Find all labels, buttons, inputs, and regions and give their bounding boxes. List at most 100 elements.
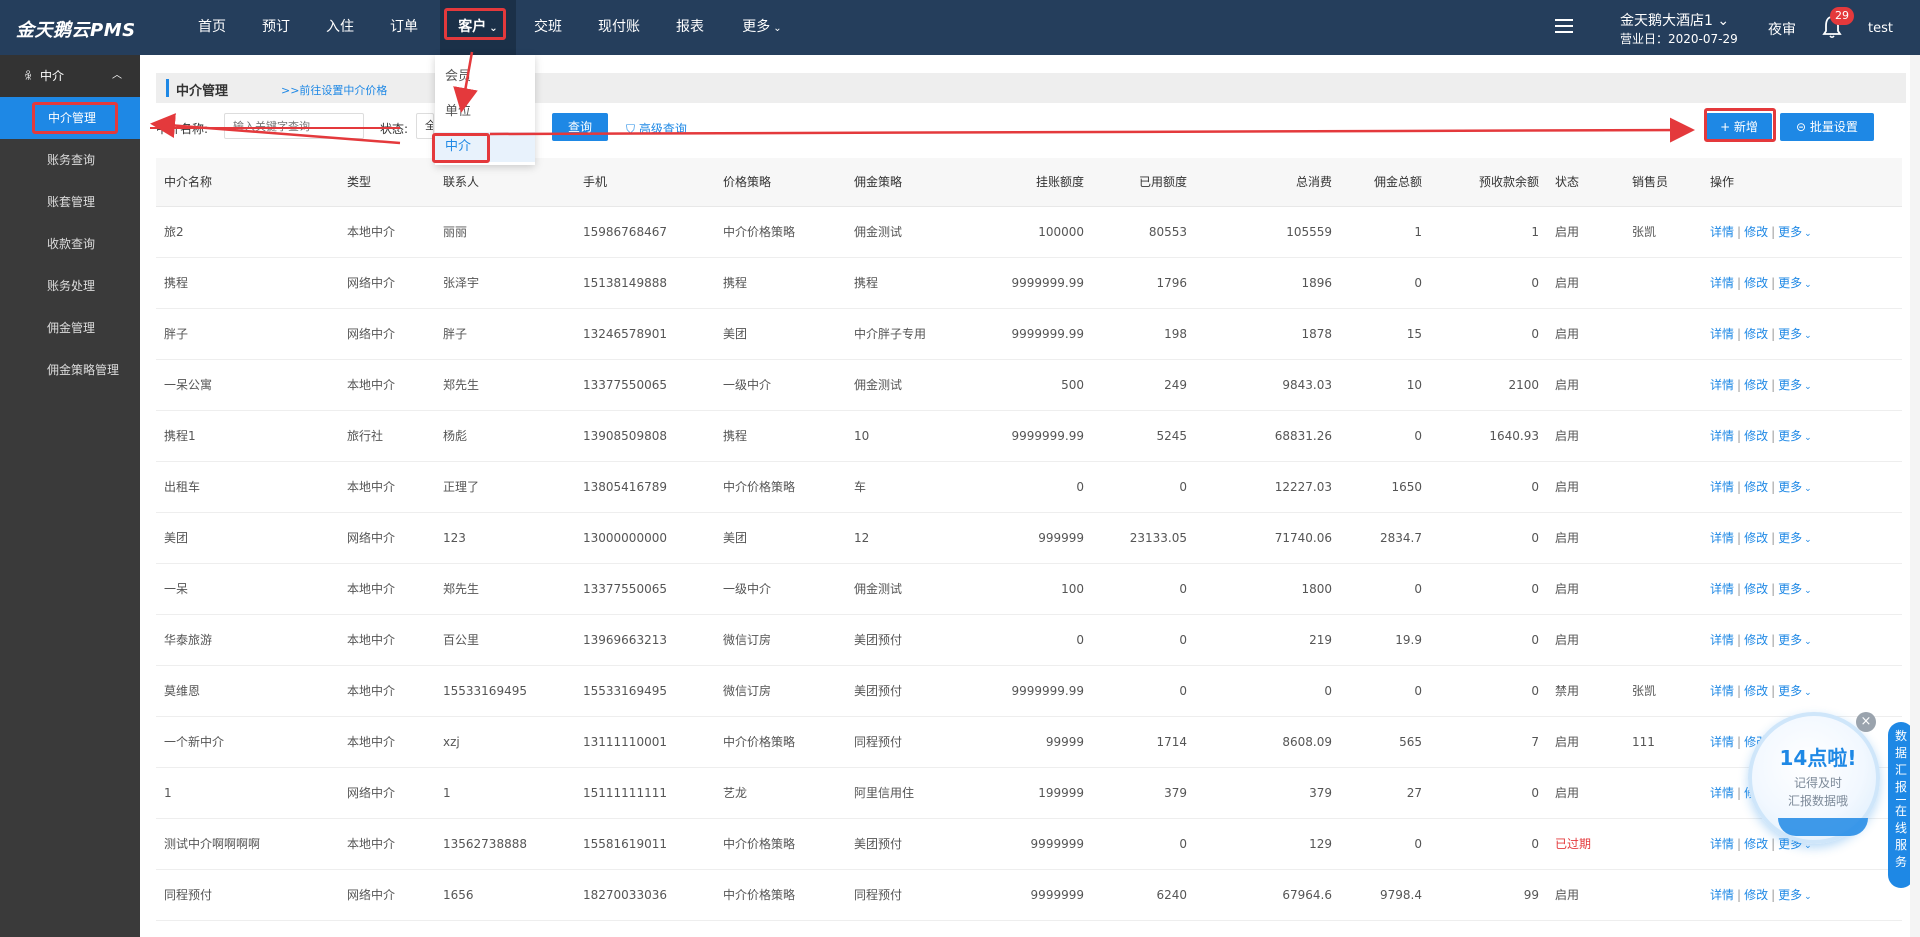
close-icon[interactable]: ×	[1856, 712, 1876, 732]
table-row[interactable]: 旅2 本地中介 丽丽 15986768467 中介价格策略 佣金测试 100000 80553…	[156, 206, 1902, 258]
table-row[interactable]: 一呆公寓 本地中介 郑先生 13377550065 一级中介 佣金测试 500 249 9843…	[156, 359, 1902, 411]
nav-home[interactable]: 首页	[198, 19, 226, 35]
cell-sales	[1624, 614, 1702, 666]
nav-cash-account[interactable]: 现付账	[598, 19, 640, 35]
nav-reservation[interactable]: 预订	[262, 19, 290, 35]
column-header[interactable]: 中介名称	[156, 158, 339, 207]
nav-orders[interactable]: 订单	[390, 19, 418, 35]
detail-link[interactable]: 详情	[1710, 531, 1735, 545]
column-header[interactable]: 预收款余额	[1430, 158, 1547, 207]
app-logo[interactable]: 金天鹅云PMS	[16, 20, 136, 41]
edit-link[interactable]: 修改	[1744, 633, 1769, 647]
column-header[interactable]: 联系人	[435, 158, 575, 207]
table-row[interactable]: 同程预付 网络中介 1656 18270033036 中介价格策略 同程预付 9999999…	[156, 869, 1902, 921]
table-row[interactable]: 莫维恩 本地中介 15533169495 15533169495 微信订房 美团预付 999…	[156, 665, 1902, 717]
edit-link[interactable]: 修改	[1744, 888, 1769, 902]
more-link[interactable]: 更多	[1778, 633, 1803, 647]
table-row[interactable]: 出租车 本地中介 正理了 13805416789 中介价格策略车 0 0 12227.03 16…	[156, 461, 1902, 513]
table-row[interactable]: 胖子 网络中介 胖子 13246578901 美团 中介胖子专用 9999999.99 198…	[156, 308, 1902, 360]
detail-link[interactable]: 详情	[1710, 582, 1735, 596]
sidebar-group-agency[interactable]: ꆜ 中介 ︿	[0, 55, 140, 97]
detail-link[interactable]: 详情	[1710, 225, 1735, 239]
more-link[interactable]: 更多	[1778, 429, 1803, 443]
detail-link[interactable]: 详情	[1710, 633, 1735, 647]
sidebar-item-payment-query[interactable]: 收款查询	[47, 237, 96, 251]
nav-shift[interactable]: 交班	[534, 19, 562, 35]
more-link[interactable]: 更多	[1778, 378, 1803, 392]
nav-customers[interactable]: 客户 ⌄	[440, 0, 516, 55]
hotel-selector[interactable]: 金天鹅大酒店1 ⌄	[1620, 13, 1730, 29]
detail-link[interactable]: 详情	[1710, 378, 1735, 392]
detail-link[interactable]: 详情	[1710, 276, 1735, 290]
table-row[interactable]: 携程 网络中介 张泽宇 15138149888 携程 携程 9999999.99 1796 18…	[156, 257, 1902, 309]
agency-name-input[interactable]	[224, 113, 364, 139]
data-report-service-tab[interactable]: 数据汇报 在线服务	[1888, 722, 1914, 888]
advanced-search-link[interactable]: ⛉ 高级查询	[626, 122, 687, 136]
more-link[interactable]: 更多	[1778, 531, 1803, 545]
night-audit-button[interactable]: 夜审	[1768, 22, 1796, 38]
column-header[interactable]: 销售员	[1624, 158, 1702, 207]
detail-link[interactable]: 详情	[1710, 480, 1735, 494]
menu-icon[interactable]	[1555, 19, 1573, 35]
nav-more[interactable]: 更多 ⌄	[742, 19, 782, 35]
column-header[interactable]: 挂账额度	[956, 158, 1092, 207]
edit-link[interactable]: 修改	[1744, 378, 1769, 392]
more-link[interactable]: 更多	[1778, 480, 1803, 494]
user-menu[interactable]: test	[1868, 21, 1893, 36]
set-agency-price-link[interactable]: >>前往设置中介价格	[281, 84, 388, 97]
edit-link[interactable]: 修改	[1744, 225, 1769, 239]
edit-link[interactable]: 修改	[1744, 582, 1769, 596]
more-link[interactable]: 更多	[1778, 684, 1803, 698]
edit-link[interactable]: 修改	[1744, 531, 1769, 545]
sidebar-item-account-query[interactable]: 账务查询	[47, 153, 96, 167]
detail-link[interactable]: 详情	[1710, 327, 1735, 341]
more-link[interactable]: 更多	[1778, 888, 1803, 902]
dropdown-item-member[interactable]: 会员	[445, 69, 472, 84]
detail-link[interactable]: 详情	[1710, 786, 1735, 800]
table-row[interactable]: 携程1 旅行社 杨彪 13908509808 携程 10 9999999.99 5245 688…	[156, 410, 1902, 462]
sidebar-item-agency-management[interactable]: 中介管理	[0, 97, 140, 139]
detail-link[interactable]: 详情	[1710, 429, 1735, 443]
sidebar-item-commission-management[interactable]: 佣金管理	[47, 321, 96, 335]
sidebar-item-account-processing[interactable]: 账务处理	[47, 279, 96, 293]
table-row[interactable]: 一个新中介 本地中介 xzj 13111110001 中介价格策略 同程预付 99999 17…	[156, 716, 1902, 768]
status-select[interactable]: 全	[416, 113, 434, 139]
column-header[interactable]: 类型	[339, 158, 435, 207]
column-header[interactable]: 佣金策略	[846, 158, 956, 207]
column-header[interactable]: 手机	[575, 158, 715, 207]
column-header[interactable]: 总消费	[1195, 158, 1340, 207]
column-header[interactable]: 已用额度	[1092, 158, 1195, 207]
detail-link[interactable]: 详情	[1710, 735, 1735, 749]
column-header[interactable]: 价格策略	[715, 158, 846, 207]
edit-link[interactable]: 修改	[1744, 480, 1769, 494]
edit-link[interactable]: 修改	[1744, 684, 1769, 698]
more-link[interactable]: 更多	[1778, 276, 1803, 290]
table-row[interactable]: 1 网络中介 1 15111111111 艺龙 阿里信用住 199999 379 379 27 0 启…	[156, 767, 1902, 819]
table-row[interactable]: 一呆 本地中介 郑先生 13377550065 一级中介 佣金测试 100 0 1800 0 0 启用…	[156, 563, 1902, 615]
search-button[interactable]: 查询	[552, 113, 608, 141]
more-link[interactable]: 更多	[1778, 327, 1803, 341]
batch-settings-button[interactable]: ⊝ 批量设置	[1780, 113, 1874, 141]
table-row[interactable]: 测试中介啊啊啊啊 本地中介 13562738888 15581619011 中介价格策略…	[156, 818, 1902, 870]
edit-link[interactable]: 修改	[1744, 429, 1769, 443]
more-link[interactable]: 更多	[1778, 582, 1803, 596]
add-button[interactable]: + 新增	[1706, 113, 1772, 141]
column-header[interactable]: 状态	[1547, 158, 1624, 207]
more-link[interactable]: 更多	[1778, 225, 1803, 239]
nav-checkin[interactable]: 入住	[326, 19, 354, 35]
detail-link[interactable]: 详情	[1710, 837, 1735, 851]
table-row[interactable]: 美团 网络中介 123 13000000000 美团 12 999999 23133.05 71…	[156, 512, 1902, 564]
sidebar-item-commission-strategy[interactable]: 佣金策略管理	[47, 363, 120, 377]
vertical-scrollbar[interactable]	[1910, 55, 1920, 937]
edit-link[interactable]: 修改	[1744, 327, 1769, 341]
dropdown-item-company[interactable]: 单位	[445, 104, 472, 119]
column-header[interactable]: 佣金总额	[1340, 158, 1430, 207]
detail-link[interactable]: 详情	[1710, 684, 1735, 698]
sidebar-item-ledger-management[interactable]: 账套管理	[47, 195, 96, 209]
nav-reports[interactable]: 报表	[676, 19, 704, 35]
table-row[interactable]: 华泰旅游 本地中介 百公里 13969663213 微信订房 美团预付 0 0 219 19.9 0…	[156, 614, 1902, 666]
detail-link[interactable]: 详情	[1710, 888, 1735, 902]
edit-link[interactable]: 修改	[1744, 276, 1769, 290]
dropdown-item-agency[interactable]: 中介	[435, 132, 535, 162]
edit-link[interactable]: 修改	[1744, 837, 1769, 851]
